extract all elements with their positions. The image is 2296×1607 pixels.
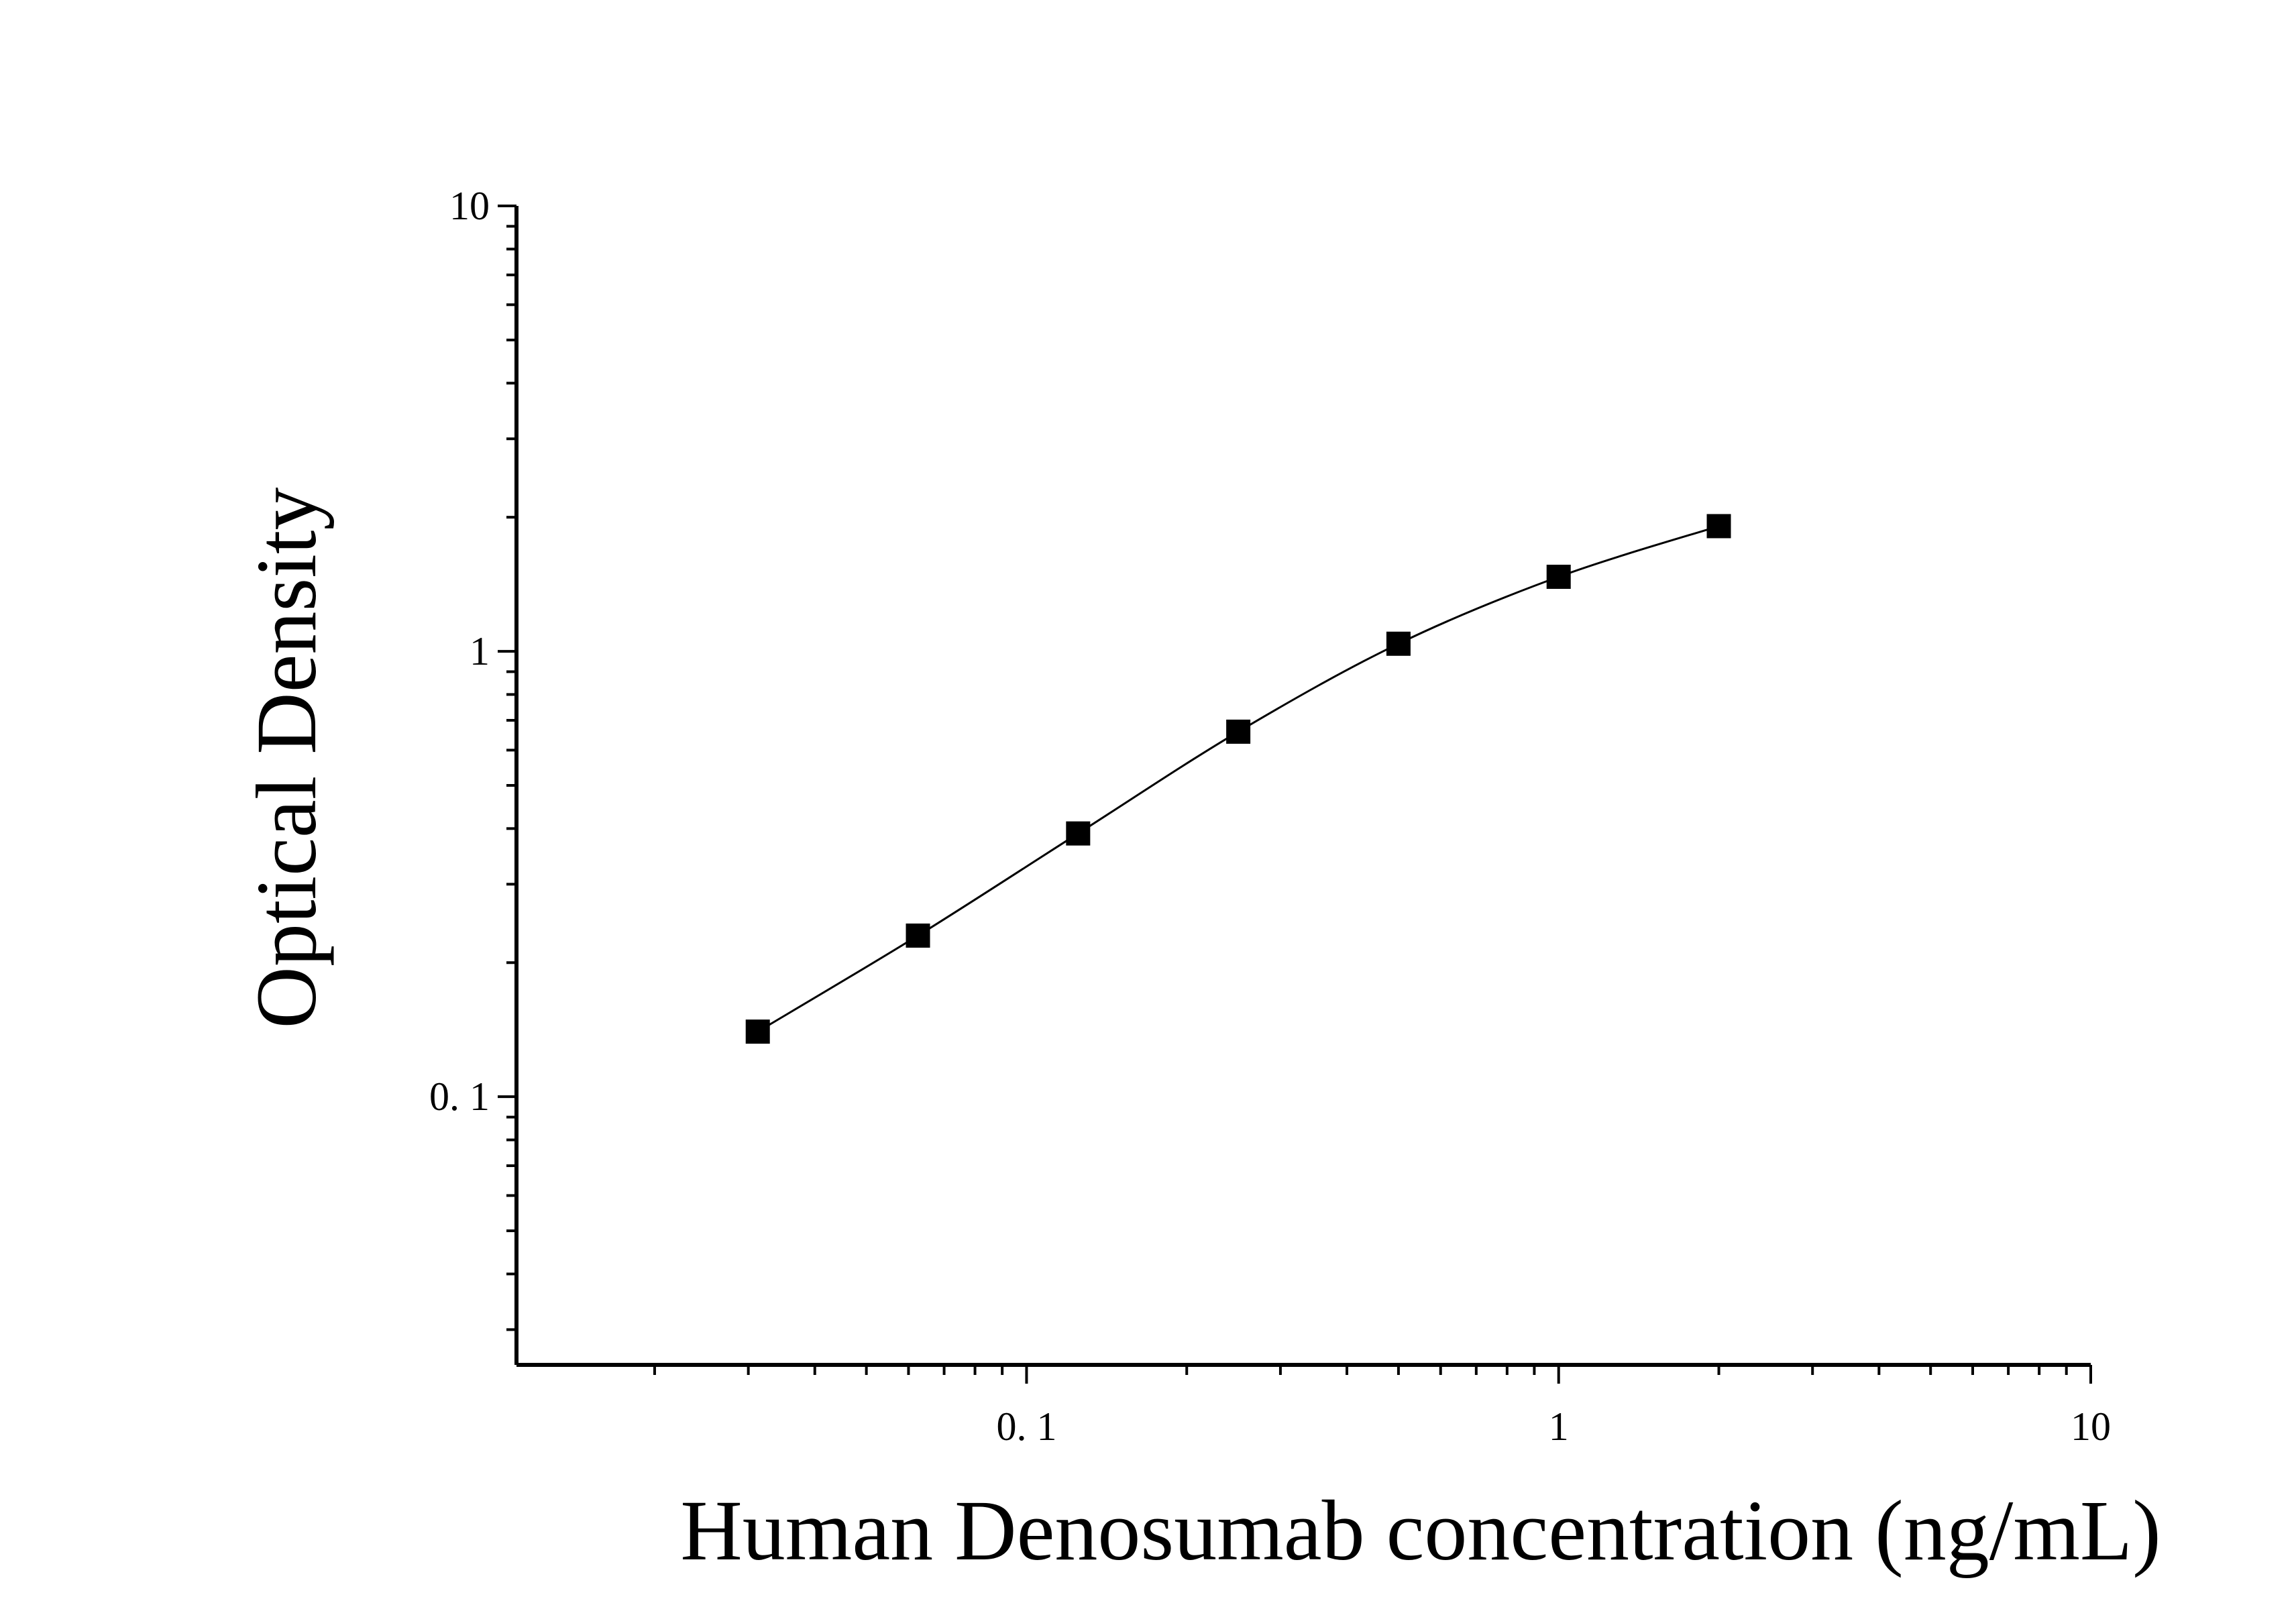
axes: 0. 1 1 10 0. 1 1 10 [429,184,2111,1449]
data-point [1386,631,1411,656]
x-tick-label: 1 [1549,1404,1569,1449]
x-tick-label: 0. 1 [996,1404,1056,1449]
data-point [745,1019,770,1044]
data-point [1226,719,1251,744]
data-point [906,923,930,948]
fit-curve [757,525,1719,1033]
fit-curve-layer [757,525,1719,1033]
y-tick-label: 0. 1 [429,1074,490,1119]
y-axis-title: Optical Density [239,488,334,1029]
data-points [745,514,1731,1044]
data-point [1706,514,1731,539]
y-tick-label: 10 [449,184,490,228]
data-point [1546,564,1571,589]
data-point [1066,821,1091,846]
x-axis-title: Human Denosumab concentration (ng/mL) [680,1483,2161,1578]
y-tick-label: 1 [470,629,490,673]
x-tick-label: 10 [2071,1404,2111,1449]
